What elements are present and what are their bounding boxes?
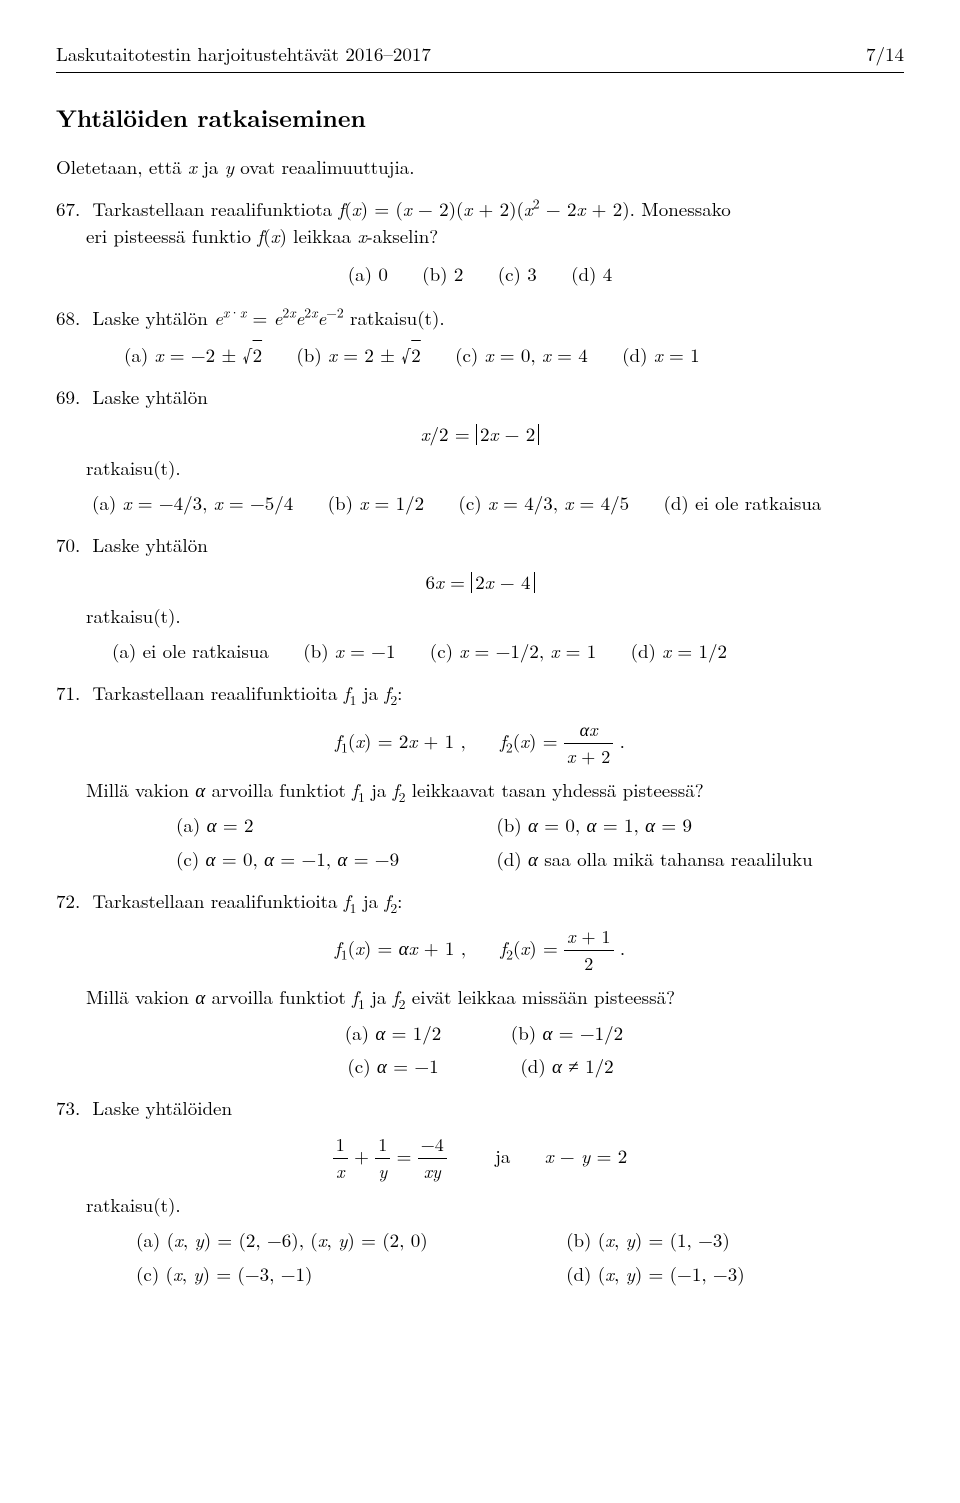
q67-d: (d) 4 <box>571 260 612 287</box>
q68-d: (d) x = 1 <box>622 341 699 368</box>
q73-and: ja <box>495 1141 510 1168</box>
q69-r: ratkaisu(t). <box>86 454 904 482</box>
q70-d: (d) x = 1/2 <box>631 637 727 664</box>
q67-a: (a) 0 <box>348 260 388 287</box>
q71-a: (a) α = 2 <box>176 811 496 839</box>
q70-b: (b) x = −1 <box>303 637 395 664</box>
q70-num: 70. <box>56 531 86 559</box>
header-right: 7/14 <box>866 40 904 68</box>
q73-r: ratkaisu(t). <box>86 1191 904 1219</box>
question-70: 70. Laske yhtälön <box>56 531 904 559</box>
q70-c: (c) x = −1/2, x = 1 <box>430 637 596 664</box>
q71-c: (c) α = 0, α = −1, α = −9 <box>176 845 496 873</box>
q72-ask: Millä vakion α arvoilla funktiot f1 ja f… <box>86 983 904 1011</box>
q69-b: (b) x = 1/2 <box>328 489 424 516</box>
q72-c: (c) α = −1 <box>306 1052 480 1080</box>
q71-ask: Millä vakion α arvoilla funktiot f1 ja f… <box>86 776 904 804</box>
q72-b: (b) α = −1/2 <box>480 1019 654 1047</box>
q71-d: (d) α saa olla mikä tahansa reaaliluku <box>496 845 904 873</box>
section-title: Yhtälöiden ratkaiseminen <box>56 101 904 136</box>
header-left: Laskutaitotestin harjoitustehtävät 2016–… <box>56 40 431 68</box>
q73-d: (d) (x, y) = (−1, −3) <box>566 1260 904 1288</box>
q69-a: (a) x = −4/3, x = −5/4 <box>92 489 293 516</box>
q73-options: (a) (x, y) = (2, −6), (x, y) = (2, 0) (b… <box>136 1226 904 1287</box>
q68-b: (b) x = 2 ± √2 <box>296 341 420 368</box>
q69-equation: x/2 = 2x − 2 <box>56 420 904 448</box>
q71-options: (a) α = 2 (b) α = 0, α = 1, α = 9 (c) α … <box>176 811 904 872</box>
q73-equation: 1x + 1y = −4xy ja x − y = 2 <box>56 1132 904 1185</box>
q67-text: Tarkastellaan reaalifunktiota f(x) = (x … <box>56 195 731 250</box>
q67-c: (c) 3 <box>498 260 537 287</box>
page-header: Laskutaitotestin harjoitustehtävät 2016–… <box>56 40 904 73</box>
q67-b: (b) 2 <box>422 260 463 287</box>
question-67: 67. Tarkastellaan reaalifunktiota f(x) =… <box>56 195 904 250</box>
q69-c: (c) x = 4/3, x = 4/5 <box>458 489 629 516</box>
q68-options: (a) x = −2 ± √2 (b) x = 2 ± √2 (c) x = 0… <box>124 341 904 369</box>
q71-b: (b) α = 0, α = 1, α = 9 <box>496 811 904 839</box>
q71-text: Tarkastellaan reaalifunktioita f1 ja f2: <box>92 679 402 706</box>
q72-num: 72. <box>56 887 86 915</box>
question-71: 71. Tarkastellaan reaalifunktioita f1 ja… <box>56 679 904 707</box>
q70-a: (a) ei ole ratkaisua <box>112 637 269 664</box>
q69-num: 69. <box>56 383 86 411</box>
q73-num: 73. <box>56 1094 86 1122</box>
q69-d: (d) ei ole ratkaisua <box>663 489 821 516</box>
q67-options: (a) 0 (b) 2 (c) 3 (d) 4 <box>56 260 904 288</box>
question-69: 69. Laske yhtälön <box>56 383 904 411</box>
q72-options: (a) α = 1/2 (b) α = −1/2 (c) α = −1 (d) … <box>306 1019 654 1080</box>
q68-num: 68. <box>56 304 86 332</box>
q72-a: (a) α = 1/2 <box>306 1019 480 1047</box>
q70-r: ratkaisu(t). <box>86 602 904 630</box>
q70-options: (a) ei ole ratkaisua (b) x = −1 (c) x = … <box>112 637 904 665</box>
q73-text: Laske yhtälöiden <box>92 1094 232 1121</box>
q70-equation: 6x = 2x − 4 <box>56 568 904 596</box>
q73-c: (c) (x, y) = (−3, −1) <box>136 1260 566 1288</box>
q72-text: Tarkastellaan reaalifunktioita f1 ja f2: <box>92 887 402 914</box>
q71-num: 71. <box>56 679 86 707</box>
question-73: 73. Laske yhtälöiden <box>56 1094 904 1122</box>
q72-d: (d) α ≠ 1/2 <box>480 1052 654 1080</box>
q68-a: (a) x = −2 ± √2 <box>124 341 262 368</box>
intro-text: Oletetaan, että x ja y ovat reaalimuuttu… <box>56 153 904 181</box>
q70-text: Laske yhtälön <box>92 531 207 558</box>
q67-num: 67. <box>56 195 86 223</box>
question-72: 72. Tarkastellaan reaalifunktioita f1 ja… <box>56 887 904 915</box>
q69-text: Laske yhtälön <box>92 383 207 410</box>
q73-b: (b) (x, y) = (1, −3) <box>566 1226 904 1254</box>
q71-equation: f1(x) = 2x + 1 , f2(x) = αxx + 2 . <box>56 717 904 770</box>
q68-text: Laske yhtälön ex·x = e2xe2xe−2 ratkaisu(… <box>92 304 444 331</box>
q69-options: (a) x = −4/3, x = −5/4 (b) x = 1/2 (c) x… <box>92 489 904 517</box>
q68-c: (c) x = 0, x = 4 <box>455 341 588 368</box>
q73-a: (a) (x, y) = (2, −6), (x, y) = (2, 0) <box>136 1226 566 1254</box>
q72-equation: f1(x) = αx + 1 , f2(x) = x + 12 . <box>56 924 904 977</box>
question-68: 68. Laske yhtälön ex·x = e2xe2xe−2 ratka… <box>56 304 904 332</box>
